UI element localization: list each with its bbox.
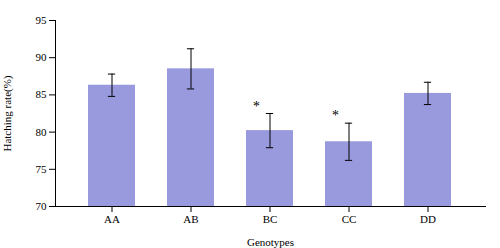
svg-text:*: * bbox=[331, 108, 338, 123]
svg-text:*: * bbox=[252, 99, 259, 114]
svg-text:70: 70 bbox=[36, 200, 48, 212]
svg-text:BC: BC bbox=[263, 213, 278, 225]
svg-text:Hatching rate(%): Hatching rate(%) bbox=[1, 75, 14, 151]
svg-text:AB: AB bbox=[183, 213, 198, 225]
svg-text:85: 85 bbox=[36, 88, 48, 100]
svg-text:80: 80 bbox=[36, 126, 48, 138]
svg-text:90: 90 bbox=[36, 51, 48, 63]
svg-text:75: 75 bbox=[36, 163, 48, 175]
svg-text:Genotypes: Genotypes bbox=[247, 236, 294, 248]
svg-text:CC: CC bbox=[342, 213, 357, 225]
svg-text:95: 95 bbox=[36, 14, 48, 26]
svg-text:DD: DD bbox=[420, 213, 436, 225]
svg-text:AA: AA bbox=[104, 213, 120, 225]
